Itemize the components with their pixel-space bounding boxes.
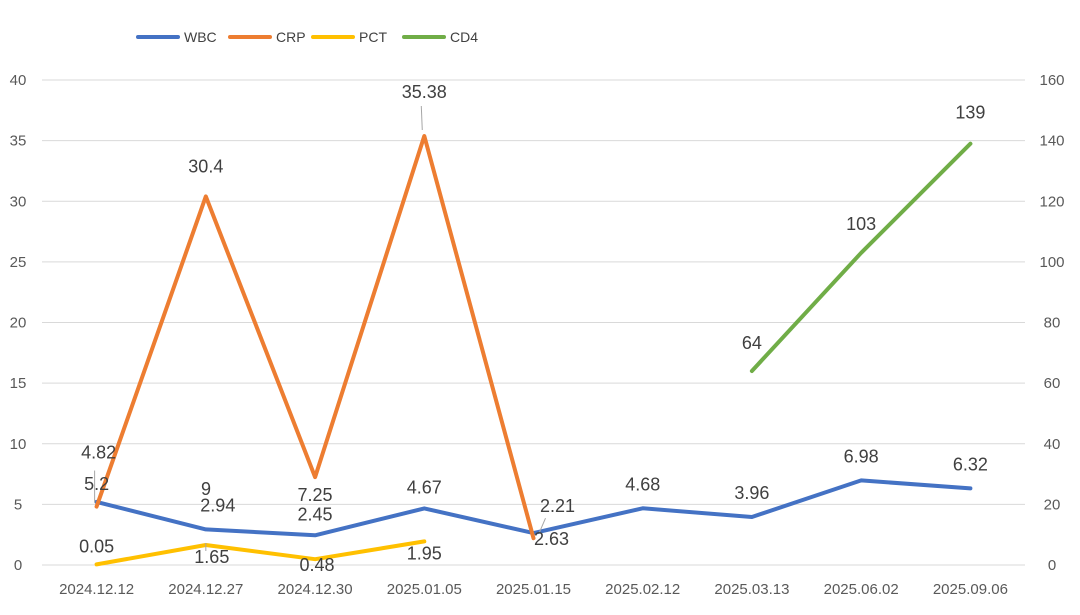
data-label-crp: 30.4: [188, 156, 223, 176]
data-label-wbc: 2.63: [534, 529, 569, 549]
data-label-pct: 0.48: [300, 555, 335, 575]
data-label-cd4: 103: [846, 214, 876, 234]
data-label-crp: 7.25: [298, 485, 333, 505]
data-label-pct: 1.65: [194, 547, 229, 567]
data-label-wbc: 6.32: [953, 454, 988, 474]
data-label-wbc: 2.45: [298, 504, 333, 524]
data-label-pct: 1.95: [407, 543, 442, 563]
y-tick-label: 25: [10, 254, 27, 271]
axis-ticks: 0 5 10 15 20 25 30 35 40 0 20 40 60 80 100 120 140 160 202…: [10, 72, 1065, 598]
data-label-crp: 2.21: [540, 496, 575, 516]
legend-label: WBC: [184, 29, 217, 45]
x-tick-label: 2025.06.02: [824, 581, 899, 598]
x-tick-label: 2024.12.27: [168, 581, 243, 598]
leader-line: [539, 518, 546, 533]
series-lines: [94, 134, 973, 567]
data-label-wbc: 6.98: [844, 446, 879, 466]
legend-label: CRP: [276, 29, 306, 45]
data-label-wbc: 3.96: [734, 483, 769, 503]
y2-tick-label: 80: [1044, 315, 1061, 332]
data-label-wbc: 2.94: [200, 495, 235, 515]
y2-tick-label: 0: [1048, 557, 1056, 574]
legend-item-cd4: CD4: [402, 29, 478, 45]
x-tick-label: 2025.02.12: [605, 581, 680, 598]
data-label-cd4: 139: [955, 103, 985, 123]
series-line-pct: [94, 539, 427, 567]
x-tick-label: 2025.01.05: [387, 581, 462, 598]
data-label-crp: 35.38: [402, 82, 447, 102]
series-line-crp: [94, 134, 536, 541]
data-label-wbc: 4.68: [625, 474, 660, 494]
y2-tick-label: 100: [1039, 254, 1064, 271]
y-tick-label: 0: [14, 557, 22, 574]
y-tick-label: 35: [10, 133, 27, 150]
data-label-crp: 4.82: [81, 443, 116, 463]
y2-tick-label: 20: [1044, 496, 1061, 513]
y-tick-label: 40: [10, 72, 27, 89]
y-tick-label: 15: [10, 375, 27, 392]
gridlines: [42, 79, 1025, 566]
data-label-wbc: 4.67: [407, 477, 442, 497]
x-tick-label: 2025.09.06: [933, 581, 1008, 598]
data-label-wbc: 5.2: [84, 474, 109, 494]
data-labels: 5.2 2.94 2.45 4.67 2.63 4.68 3.96 6.98 6.32 4.82 3…: [79, 82, 988, 575]
data-label-cd4: 64: [742, 333, 762, 353]
legend-label: CD4: [450, 29, 478, 45]
x-tick-label: 2024.12.12: [59, 581, 134, 598]
y2-tick-label: 120: [1039, 193, 1064, 210]
leader-line: [420, 105, 423, 131]
y-tick-label: 30: [10, 193, 27, 210]
x-tick-label: 2025.01.15: [496, 581, 571, 598]
legend-item-pct: PCT: [311, 29, 387, 45]
legend-item-wbc: WBC: [136, 29, 217, 45]
y2-tick-label: 160: [1039, 72, 1064, 89]
legend-label: PCT: [359, 29, 387, 45]
x-tick-label: 2024.12.30: [278, 581, 353, 598]
y2-tick-label: 40: [1044, 436, 1061, 453]
legend: WBC CRP PCT CD4: [136, 29, 478, 45]
y2-tick-label: 140: [1039, 133, 1064, 150]
data-label-pct: 0.05: [79, 536, 114, 556]
y2-tick-label: 60: [1044, 375, 1061, 392]
legend-item-crp: CRP: [228, 29, 306, 45]
annotation-label: 9: [201, 479, 211, 499]
y-tick-label: 5: [14, 496, 22, 513]
label-leader-lines: [94, 105, 546, 551]
y-tick-label: 20: [10, 315, 27, 332]
series-line-cd4: [749, 141, 973, 373]
y-tick-label: 10: [10, 436, 27, 453]
x-tick-label: 2025.03.13: [714, 581, 789, 598]
